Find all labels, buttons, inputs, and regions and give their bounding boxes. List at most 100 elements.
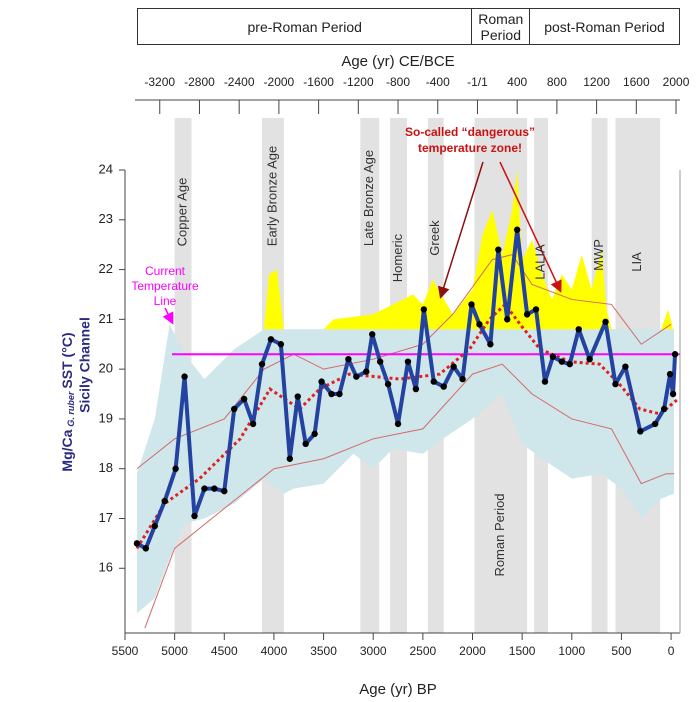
envelope-upper xyxy=(136,254,672,470)
arrow xyxy=(499,161,562,293)
sst-point xyxy=(369,331,376,338)
x-tick-label: 2000 xyxy=(459,644,486,658)
uncertainty-band xyxy=(136,324,675,614)
y-tick-label: 17 xyxy=(99,510,113,525)
sst-point xyxy=(504,316,511,323)
sst-point xyxy=(622,363,629,370)
x2-tick-label: 1600 xyxy=(623,75,650,89)
sst-point xyxy=(671,351,679,358)
sst-point xyxy=(612,380,619,388)
y-tick-label: 21 xyxy=(99,311,113,326)
sst-point xyxy=(440,383,447,390)
y-tick-label: 23 xyxy=(99,211,113,226)
sst-point xyxy=(532,306,540,313)
x-tick-label: 1000 xyxy=(558,644,585,658)
sst-point xyxy=(523,311,531,318)
sst-line xyxy=(135,227,678,551)
band-label: LALIA xyxy=(532,244,547,280)
y-axis-label-part: SST (°C) xyxy=(59,332,75,388)
envelope-lower xyxy=(144,363,675,629)
sst-point xyxy=(302,440,309,448)
current-temperature-label: Current xyxy=(145,264,186,278)
y-tick-label: 20 xyxy=(99,361,113,376)
sst-point xyxy=(404,358,412,365)
sst-point xyxy=(249,420,257,428)
sst-point xyxy=(575,326,582,333)
x-tick-label: 3000 xyxy=(360,644,387,658)
band-label: Greek xyxy=(427,220,442,256)
x-tick-label: 5000 xyxy=(161,644,188,658)
x2-axis-label: Age (yr) CE/BCE xyxy=(341,53,454,70)
sst-point xyxy=(450,363,457,370)
sst-point xyxy=(191,512,198,520)
sst-point xyxy=(267,336,275,343)
x-tick-label: 0 xyxy=(668,644,675,658)
arrow xyxy=(162,307,174,325)
sst-point xyxy=(258,360,266,368)
annotation: So-called “dangerous” xyxy=(405,125,535,139)
sst-point xyxy=(328,390,335,398)
sst-point xyxy=(394,420,402,428)
sst-point xyxy=(353,373,360,380)
x-tick-label: 5500 xyxy=(112,644,139,658)
sst-point xyxy=(430,378,437,385)
x2-tick-label: -1600 xyxy=(303,75,334,89)
sst-point xyxy=(181,373,188,380)
sst-point xyxy=(420,306,428,313)
band-label: Copper Age xyxy=(175,178,190,247)
sst-point xyxy=(311,430,318,438)
sst-point xyxy=(669,390,677,398)
period-box: pre-Roman Period xyxy=(136,8,473,45)
sst-point xyxy=(412,385,420,393)
sst-point xyxy=(666,370,674,378)
sst-point xyxy=(651,420,659,428)
x2-tick-label: -1/1 xyxy=(467,75,488,89)
y-axis-label-second: Sicily Channel xyxy=(77,317,93,413)
sst-point xyxy=(476,321,483,328)
x-tick-label: 2500 xyxy=(410,644,437,658)
sst-point xyxy=(231,405,238,413)
x-tick-label: 4000 xyxy=(261,644,288,658)
sst-point xyxy=(172,465,179,472)
sst-point xyxy=(549,353,557,360)
sst-point xyxy=(384,380,392,388)
y-tick-label: 19 xyxy=(99,410,113,425)
x2-tick-label: -800 xyxy=(386,75,410,89)
sst-point xyxy=(133,540,141,547)
sst-point xyxy=(161,497,168,505)
sst-point xyxy=(240,395,248,403)
band-label: LIA xyxy=(629,252,644,272)
sst-point xyxy=(211,485,218,492)
x2-tick-label: -2400 xyxy=(224,75,255,89)
x-axis-label: Age (yr) BP xyxy=(359,681,437,698)
y-axis-label-part: Mg/Ca xyxy=(59,429,75,471)
band-label: MWP xyxy=(591,239,606,271)
sst-point xyxy=(277,341,285,348)
sst-point xyxy=(566,360,573,368)
x-tick-label: 1500 xyxy=(509,644,536,658)
x2-tick-label: 2000 xyxy=(663,75,690,89)
sst-point xyxy=(660,405,668,413)
sst-point xyxy=(286,455,294,462)
y-tick-label: 16 xyxy=(99,560,113,575)
y-tick-label: 22 xyxy=(99,261,113,276)
hot-zone xyxy=(323,170,612,330)
sst-point xyxy=(459,375,466,383)
y-tick-label: 24 xyxy=(99,161,113,176)
y-tick-label: 18 xyxy=(99,460,113,475)
x2-tick-label: -400 xyxy=(426,75,450,89)
sst-point xyxy=(336,390,343,398)
hot-zone xyxy=(263,269,284,330)
sst-point xyxy=(142,545,150,552)
band-label: Late Bronze Age xyxy=(361,150,376,246)
sst-point xyxy=(318,378,325,385)
hot-zone xyxy=(661,309,674,330)
x2-tick-label: -1200 xyxy=(343,75,374,89)
sst-point xyxy=(637,428,644,435)
x-tick-label: 4500 xyxy=(211,644,238,658)
sst-point xyxy=(221,487,228,495)
sst-point xyxy=(495,246,502,253)
x2-tick-label: 400 xyxy=(507,75,527,89)
sst-point xyxy=(558,358,566,365)
band-label: Homeric xyxy=(390,233,405,282)
